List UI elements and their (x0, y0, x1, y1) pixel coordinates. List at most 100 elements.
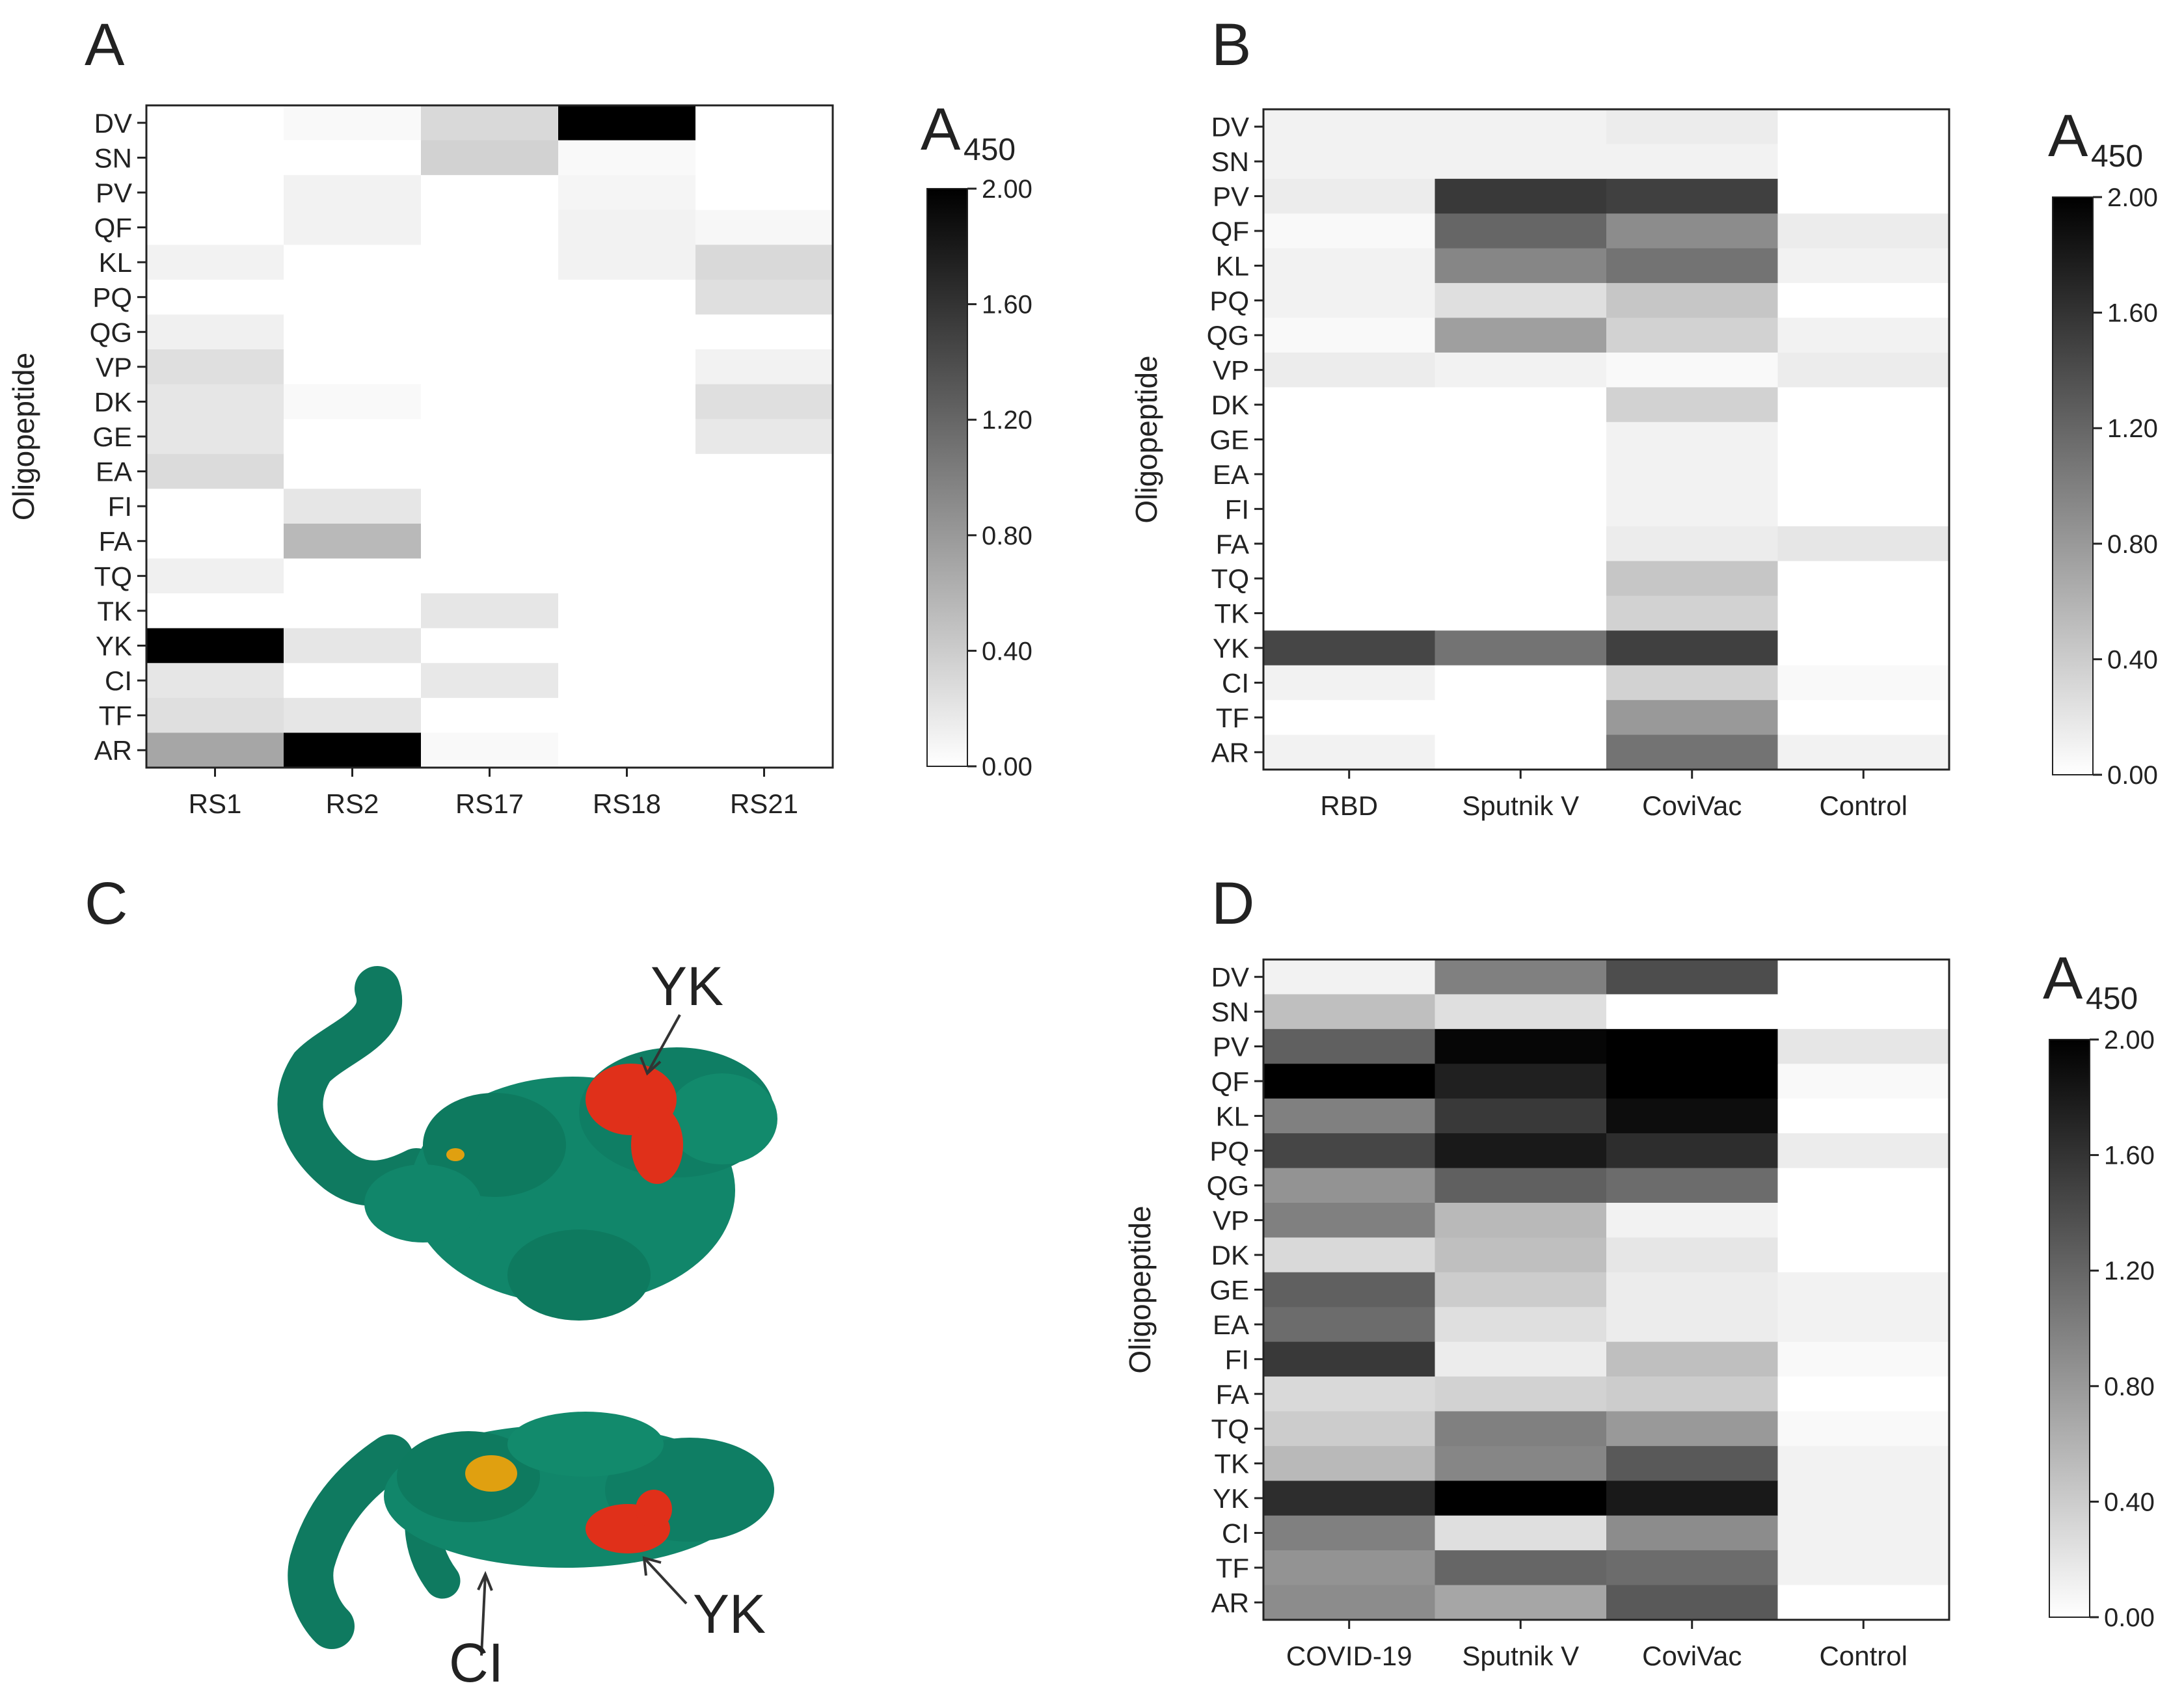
heat-cell-a-FI-1 (284, 489, 422, 524)
heat-cell-d-DV-3 (1777, 960, 1950, 995)
heat-cell-d-PV-1 (1435, 1028, 1607, 1064)
y-tick-label-d-AR: AR (1211, 1587, 1249, 1618)
heat-cell-d-PV-3 (1777, 1028, 1950, 1064)
heat-cell-d-VP-0 (1263, 1202, 1435, 1238)
heat-cell-d-PQ-1 (1435, 1133, 1607, 1169)
heat-cell-b-GE-0 (1263, 422, 1435, 457)
heat-cell-d-TK-1 (1435, 1445, 1607, 1481)
heat-cell-d-TK-2 (1606, 1445, 1778, 1481)
colorbar-tick-label-a-5: 0.00 (982, 753, 1032, 781)
heat-cell-a-TK-0 (146, 593, 284, 629)
heat-cell-b-GE-1 (1435, 422, 1607, 457)
heat-cell-b-QG-0 (1263, 317, 1435, 353)
heat-cell-a-TF-4 (695, 697, 833, 733)
colorbar-tick-label-b-2: 1.20 (2107, 414, 2158, 443)
heat-cell-b-QF-1 (1435, 213, 1607, 249)
y-tick-label-a-TK: TK (97, 596, 132, 626)
heat-cell-d-TQ-0 (1263, 1411, 1435, 1447)
x-tick-label-b-3: Control (1820, 790, 1908, 821)
y-tick-label-a-TF: TF (99, 701, 132, 731)
heat-cell-d-DK-0 (1263, 1237, 1435, 1273)
heat-cell-b-CI-0 (1263, 665, 1435, 701)
protein-tail-bottom (288, 1434, 413, 1649)
heat-cell-b-TK-2 (1606, 595, 1778, 631)
heat-cell-a-GE-0 (146, 419, 284, 455)
colorbar-b (2052, 196, 2094, 775)
heat-cell-b-KL-1 (1435, 248, 1607, 284)
y-tick-label-d-TK: TK (1214, 1449, 1249, 1479)
heat-cell-b-VP-0 (1263, 352, 1435, 388)
heat-cell-a-QG-3 (558, 314, 696, 350)
heat-cell-d-EA-1 (1435, 1307, 1607, 1343)
heat-cell-a-FI-4 (695, 489, 833, 524)
heat-cell-a-QG-2 (421, 314, 559, 350)
heat-cell-a-DV-4 (695, 105, 833, 141)
heat-cell-b-PQ-1 (1435, 283, 1607, 319)
heat-cell-b-TF-1 (1435, 700, 1607, 736)
panel-letter-b: B (1211, 12, 1251, 78)
heat-cell-d-DK-3 (1777, 1237, 1950, 1273)
x-tick-label-a-1: RS2 (326, 788, 379, 819)
y-tick-label-a-PV: PV (96, 178, 132, 208)
heat-cell-d-TK-0 (1263, 1445, 1435, 1481)
y-tick-label-b-AR: AR (1211, 737, 1249, 768)
y-tick-label-b-QG: QG (1207, 320, 1249, 351)
heat-cell-a-TK-1 (284, 593, 422, 629)
heat-cell-a-TQ-2 (421, 558, 559, 594)
protein-structure-bottom (288, 1412, 774, 1649)
heat-cell-d-PV-2 (1606, 1028, 1778, 1064)
heat-cell-b-PV-0 (1263, 178, 1435, 214)
heat-cell-b-TQ-0 (1263, 561, 1435, 597)
y-tick-label-a-EA: EA (96, 457, 132, 487)
y-tick-label-d-TQ: TQ (1211, 1414, 1249, 1444)
x-tick-label-a-3: RS18 (593, 788, 661, 819)
heat-cell-a-TF-0 (146, 697, 284, 733)
heat-cell-a-FI-2 (421, 489, 559, 524)
heat-cell-a-EA-4 (695, 453, 833, 489)
heat-cell-d-DV-1 (1435, 960, 1607, 995)
heat-cell-b-FA-3 (1777, 526, 1950, 561)
heat-cell-d-YK-3 (1777, 1481, 1950, 1516)
heat-cell-a-DK-0 (146, 384, 284, 420)
heat-cell-d-TF-0 (1263, 1550, 1435, 1586)
heat-cell-d-PQ-2 (1606, 1133, 1778, 1169)
heat-cell-a-FI-3 (558, 489, 696, 524)
x-tick-label-b-1: Sputnik V (1462, 790, 1579, 821)
heat-cell-d-QG-3 (1777, 1168, 1950, 1203)
heat-cell-b-CI-3 (1777, 665, 1950, 701)
heat-cell-a-SN-3 (558, 140, 696, 176)
x-tick-label-d-0: COVID-19 (1286, 1641, 1412, 1671)
heat-cell-b-DV-3 (1777, 109, 1950, 144)
heat-cell-d-EA-2 (1606, 1307, 1778, 1343)
panel-letter-a: A (85, 12, 125, 78)
heat-cell-b-FI-1 (1435, 491, 1607, 527)
y-tick-label-b-DV: DV (1211, 112, 1249, 142)
heat-cell-a-DK-3 (558, 384, 696, 420)
heat-cell-b-TK-0 (1263, 595, 1435, 631)
y-tick-label-b-TQ: TQ (1211, 563, 1249, 594)
colorbar-tick-label-b-1: 1.60 (2107, 299, 2158, 328)
heat-cell-b-CI-2 (1606, 665, 1778, 701)
heat-cell-a-PQ-2 (421, 279, 559, 315)
y-tick-label-a-VP: VP (96, 352, 132, 383)
heat-cell-a-DV-1 (284, 105, 422, 141)
colorbar-tick-label-b-3: 0.80 (2107, 530, 2158, 559)
heat-cell-b-KL-2 (1606, 248, 1778, 284)
yk-site-top-2 (631, 1106, 683, 1184)
protein-structure-top (277, 966, 777, 1321)
heat-cell-b-SN-3 (1777, 144, 1950, 180)
heat-cell-b-TQ-2 (1606, 561, 1778, 597)
y-tick-label-b-TF: TF (1216, 703, 1249, 733)
y-tick-label-a-TQ: TQ (94, 561, 132, 591)
heat-cell-a-TK-4 (695, 593, 833, 629)
heat-cell-b-QF-3 (1777, 213, 1950, 249)
heat-cell-d-QF-2 (1606, 1064, 1778, 1099)
heat-cell-a-FI-0 (146, 489, 284, 524)
heat-cell-b-PQ-0 (1263, 283, 1435, 319)
heat-cell-d-AR-2 (1606, 1585, 1778, 1620)
heat-cell-d-VP-3 (1777, 1202, 1950, 1238)
y-tick-label-d-YK: YK (1213, 1483, 1249, 1514)
heat-cell-a-AR-0 (146, 732, 284, 768)
heat-cell-a-EA-3 (558, 453, 696, 489)
heat-cell-a-DK-4 (695, 384, 833, 420)
